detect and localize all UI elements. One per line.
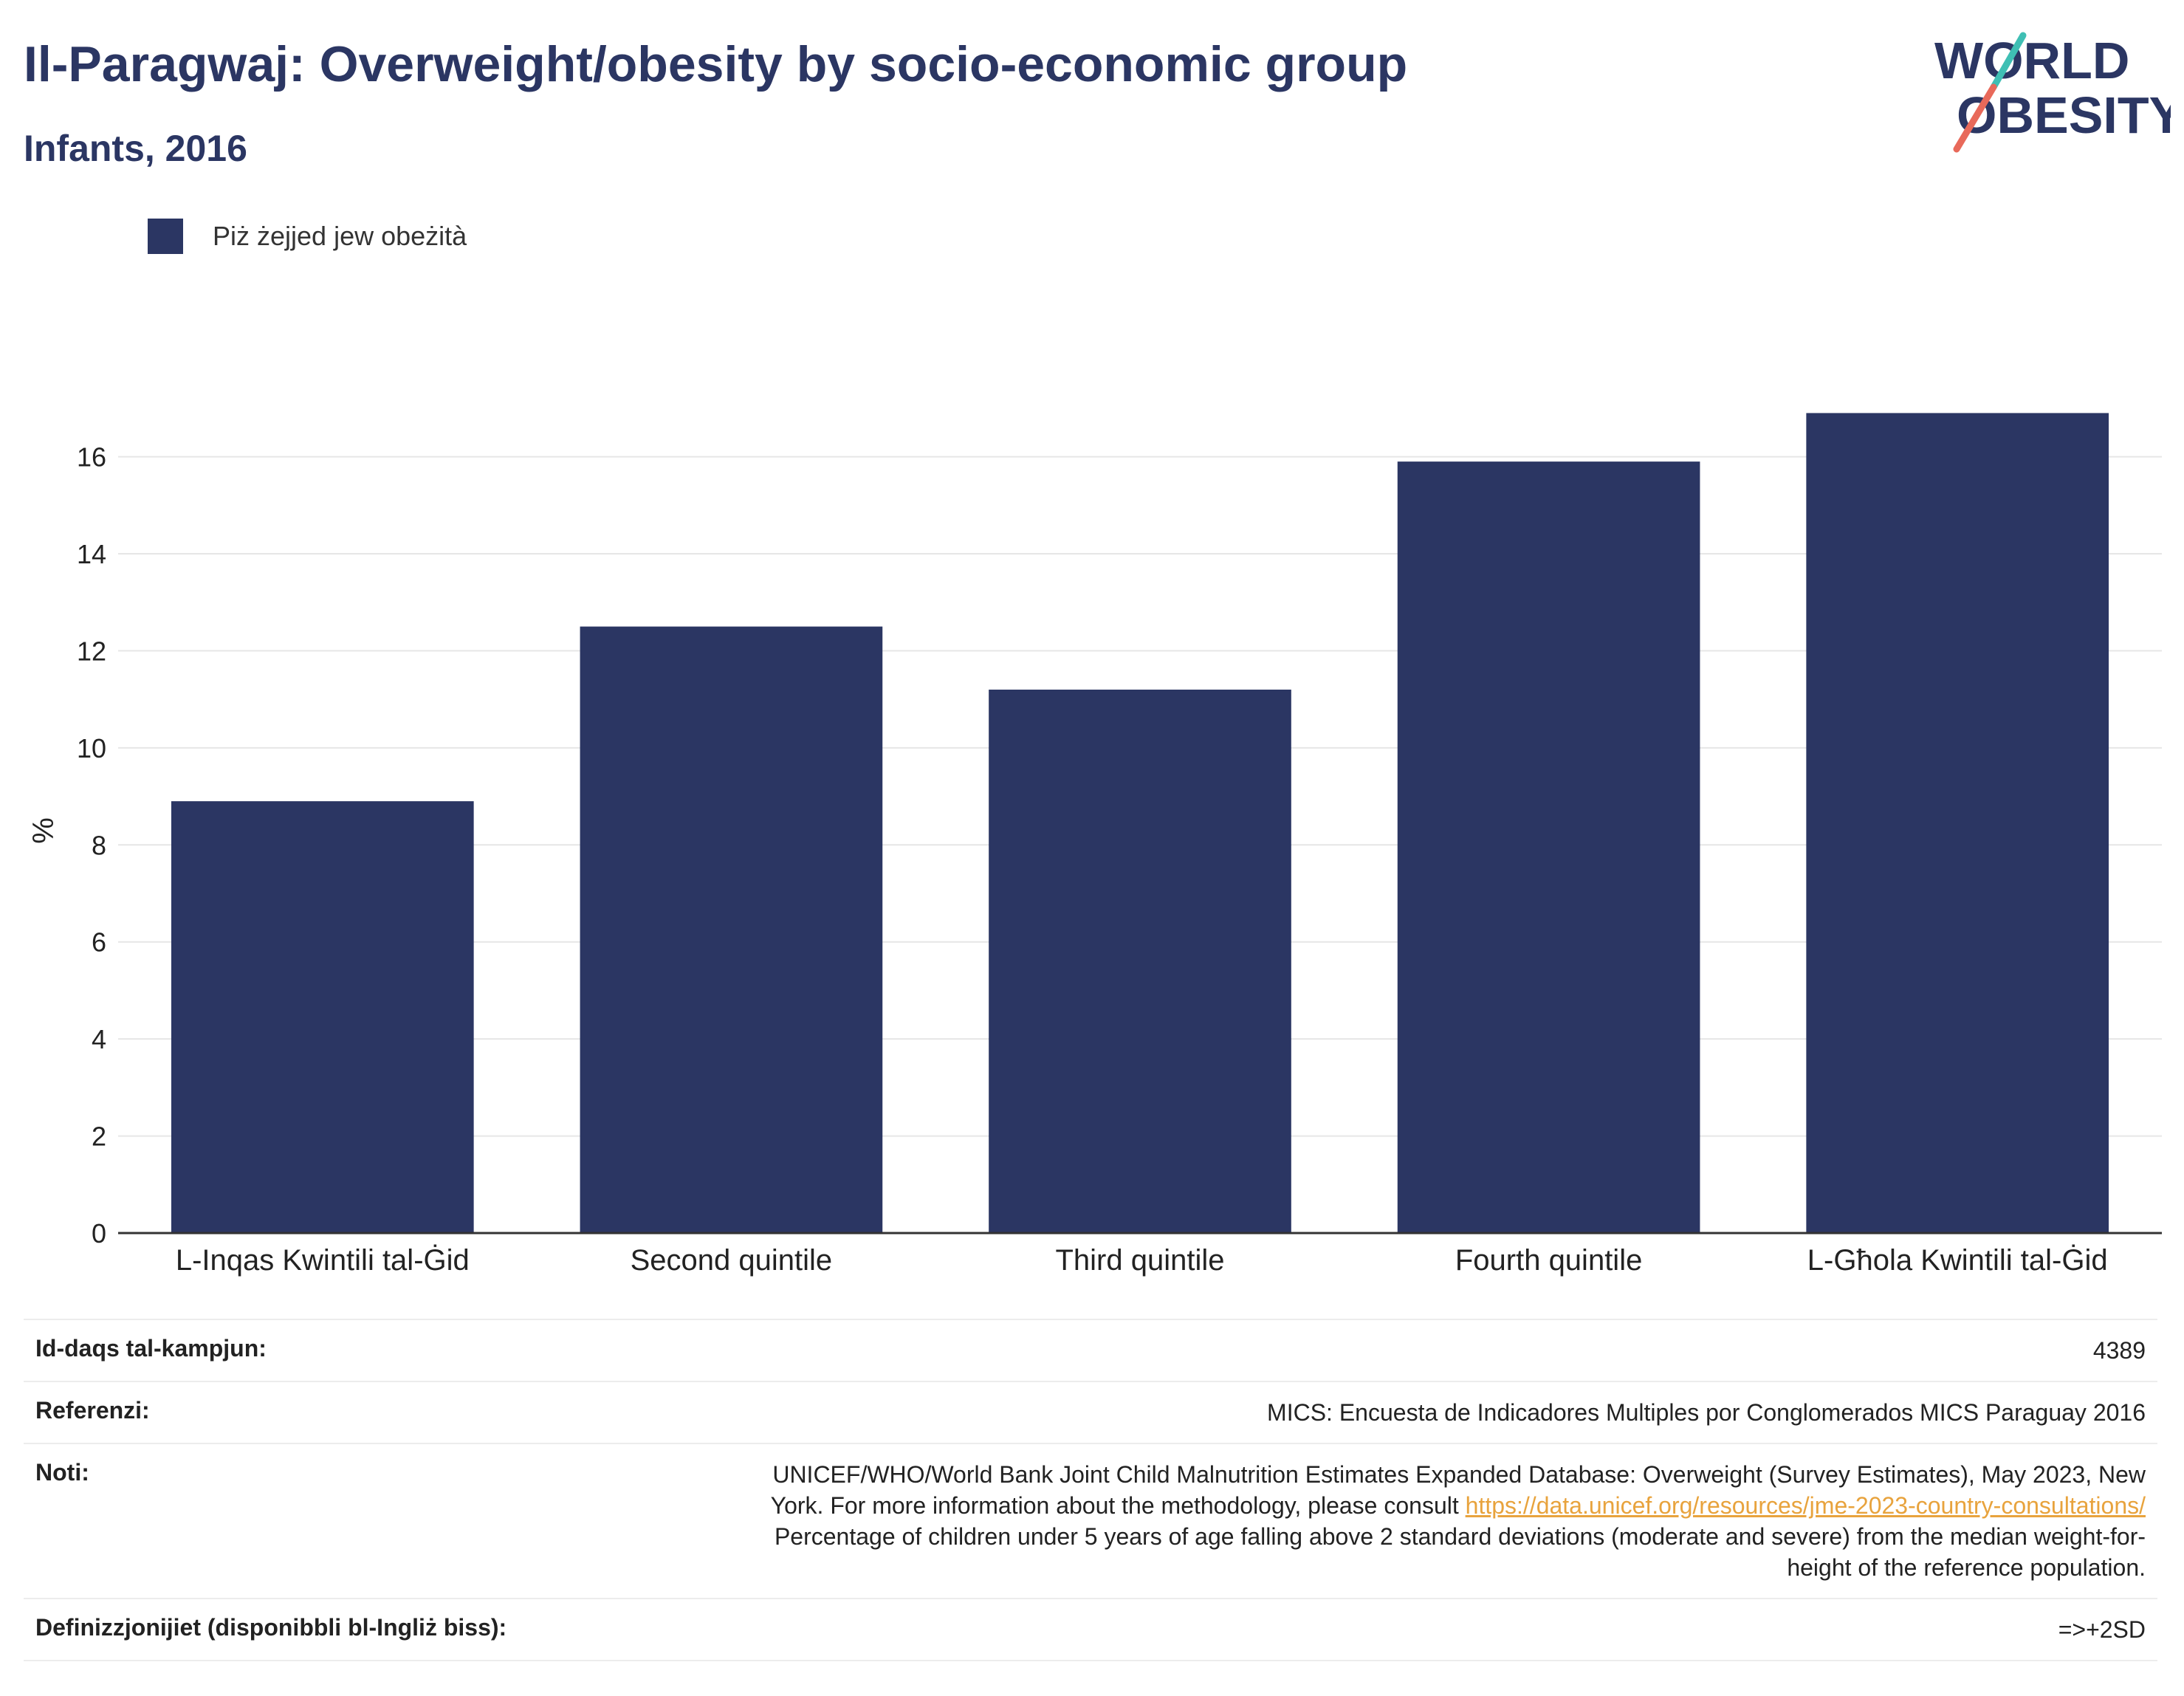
reference-label: Referenzi:	[35, 1397, 150, 1424]
y-axis-label: %	[27, 817, 60, 844]
y-tick-label: 0	[92, 1218, 106, 1249]
y-tick-label: 8	[92, 830, 106, 860]
notes-line-3: Percentage of children under 5 years of …	[774, 1523, 2146, 1550]
y-tick-label: 12	[77, 636, 106, 666]
logo-word-world: WORLD	[1934, 32, 2129, 89]
y-tick-label: 10	[77, 733, 106, 763]
chart-title: Il-Paragwaj: Overweight/obesity by socio…	[24, 36, 1408, 92]
logo-coral-slash	[1953, 83, 1997, 153]
reference-value: MICS: Encuesta de Indicadores Multiples …	[1267, 1399, 2146, 1426]
y-tick-label: 2	[92, 1122, 106, 1152]
chart-subtitle: Infants, 2016	[24, 128, 247, 169]
info-row-definitions: Definizzjonijiet (disponibbli bl-Ingliż …	[24, 1598, 2157, 1661]
bar[interactable]	[580, 626, 883, 1233]
bar[interactable]	[171, 801, 474, 1233]
logo-teal-slash	[1990, 32, 2027, 91]
legend[interactable]: Piż żejjed jew obeżità	[148, 219, 467, 254]
y-axis-ticks: 0 2 4 6 8 10 12 14 16	[77, 442, 106, 1249]
bars	[171, 413, 2109, 1234]
notes-line-4: height of the reference population.	[1787, 1554, 2146, 1581]
bar-chart: 0 2 4 6 8 10 12 14 16 L-Inqas Kwintili tal-Ġid Se…	[27, 413, 2162, 1277]
info-table: Id-daqs tal-kampjun: 4389 Referenzi: MIC…	[24, 1319, 2157, 1661]
logo-word-obesity: OBESITY	[1957, 86, 2171, 144]
notes-line-2: York. For more information about the met…	[770, 1492, 1459, 1519]
sample-label: Id-daqs tal-kampjun:	[35, 1335, 267, 1362]
notes-line-1: UNICEF/WHO/World Bank Joint Child Malnut…	[772, 1461, 2146, 1488]
notes-label: Noti:	[35, 1459, 89, 1486]
info-row-reference: Referenzi: MICS: Encuesta de Indicadores…	[24, 1381, 2157, 1443]
x-category-label: Third quintile	[1055, 1244, 1224, 1277]
info-row-notes: Noti: UNICEF/WHO/World Bank Joint Child …	[24, 1443, 2157, 1598]
legend-swatch	[148, 219, 183, 254]
x-category-label: L-Għola Kwintili tal-Ġid	[1807, 1243, 2108, 1277]
world-obesity-logo: WORLD OBESITY	[1934, 32, 2171, 153]
definitions-label: Definizzjonijiet (disponibbli bl-Ingliż …	[35, 1614, 507, 1641]
bar[interactable]	[1397, 461, 1700, 1234]
y-tick-label: 6	[92, 927, 106, 958]
bar[interactable]	[1806, 413, 2109, 1233]
x-category-label: L-Inqas Kwintili tal-Ġid	[176, 1243, 470, 1277]
x-category-label: Fourth quintile	[1455, 1244, 1642, 1277]
legend-label: Piż żejjed jew obeżità	[213, 221, 467, 251]
y-tick-label: 14	[77, 539, 106, 569]
info-row-sample: Id-daqs tal-kampjun: 4389	[24, 1319, 2157, 1381]
notes-link[interactable]: https://data.unicef.org/resources/jme-20…	[1465, 1492, 2146, 1519]
x-axis-categories: L-Inqas Kwintili tal-Ġid Second quintile T…	[176, 1243, 2108, 1277]
bar[interactable]	[989, 690, 1291, 1233]
definitions-value: =>+2SD	[2058, 1616, 2146, 1643]
x-category-label: Second quintile	[631, 1244, 833, 1277]
sample-value: 4389	[2092, 1337, 2146, 1364]
notes-value: UNICEF/WHO/World Bank Joint Child Malnut…	[759, 1444, 2157, 1598]
y-tick-label: 16	[77, 442, 106, 473]
y-tick-label: 4	[92, 1024, 106, 1054]
